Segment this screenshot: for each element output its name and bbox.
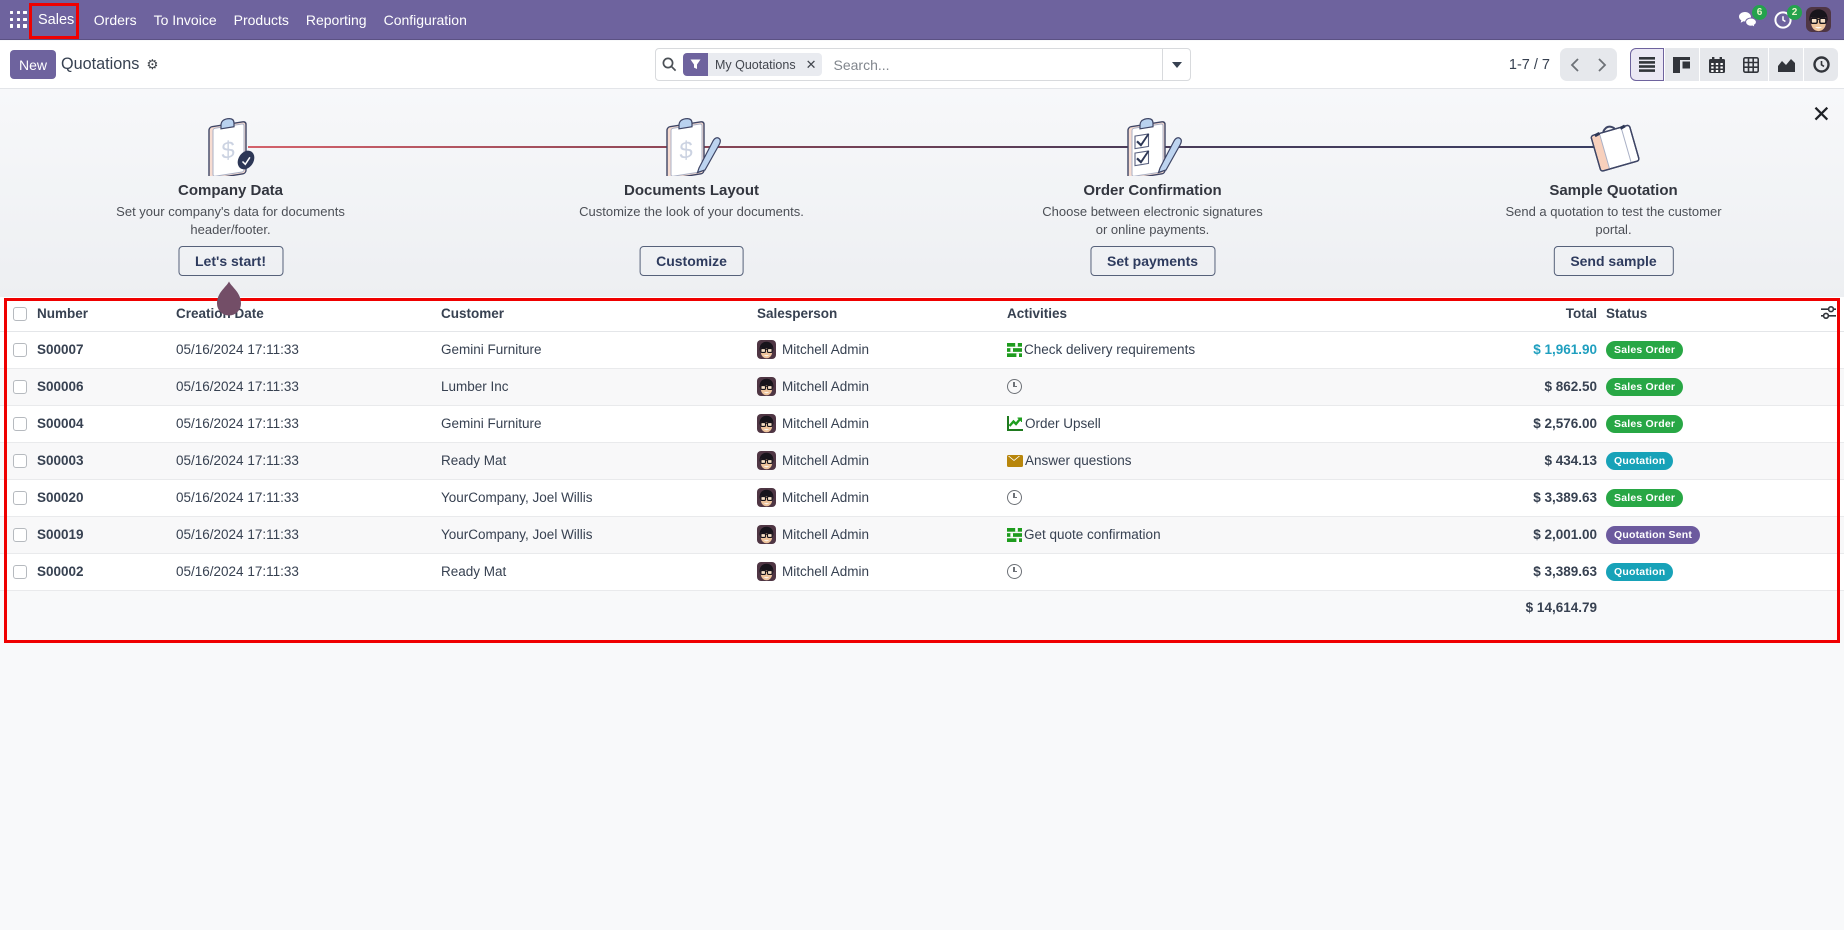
- svg-text:$: $: [221, 136, 235, 165]
- svg-text:$: $: [679, 136, 693, 165]
